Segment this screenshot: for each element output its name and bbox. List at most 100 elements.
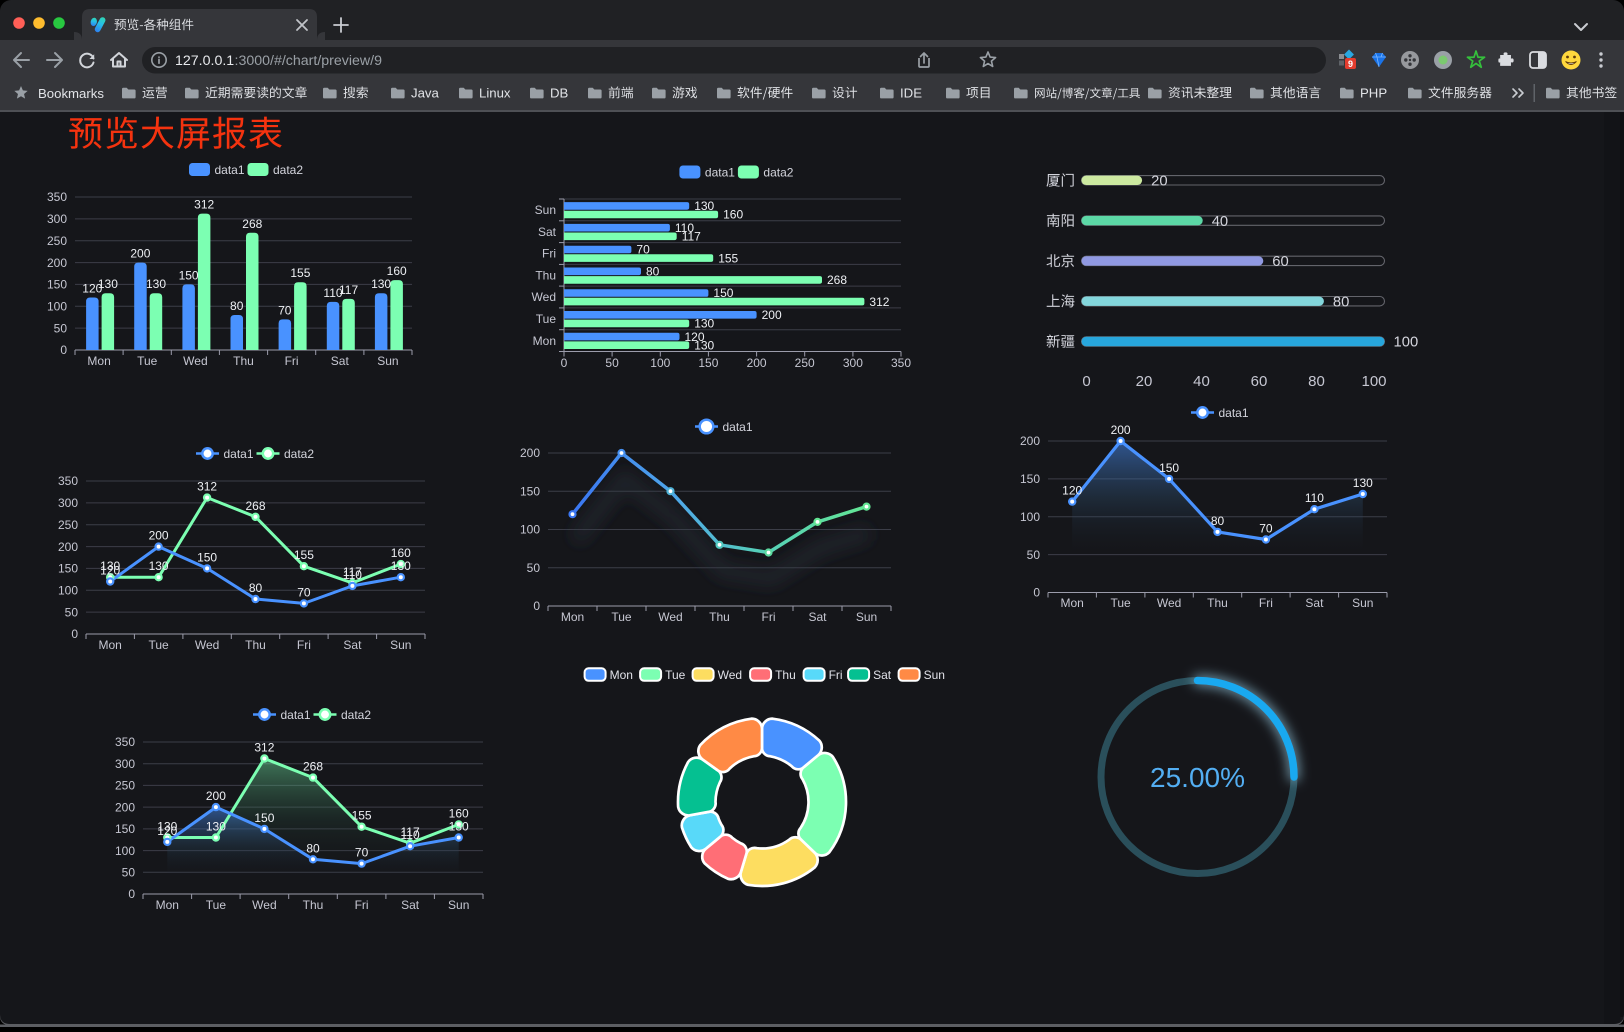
svg-text:Fri: Fri [297, 638, 311, 652]
svg-text:200: 200 [58, 540, 78, 554]
svg-text:200: 200 [47, 256, 67, 270]
svg-text:160: 160 [449, 807, 469, 821]
svg-text:Fri: Fri [1259, 596, 1273, 610]
svg-text:312: 312 [869, 295, 889, 309]
svg-text:Tue: Tue [148, 638, 169, 652]
svg-text:100: 100 [1394, 335, 1419, 351]
svg-text:117: 117 [401, 825, 420, 839]
svg-text:150: 150 [698, 356, 718, 370]
svg-text:268: 268 [827, 273, 847, 287]
svg-text:Fri: Fri [762, 610, 776, 624]
svg-text:9: 9 [1348, 59, 1353, 69]
svg-text:200: 200 [520, 446, 540, 460]
svg-text:Tue: Tue [536, 312, 557, 326]
svg-text:350: 350 [115, 735, 135, 749]
svg-text:200: 200 [206, 789, 226, 803]
svg-text:data2: data2 [273, 163, 303, 177]
svg-text:Fri: Fri [542, 247, 556, 261]
svg-text:110: 110 [323, 286, 342, 300]
svg-text:127.0.0.1: 127.0.0.1 [175, 53, 234, 69]
svg-text:25.00%: 25.00% [1150, 762, 1245, 793]
svg-text:data2: data2 [284, 447, 314, 461]
svg-text:312: 312 [197, 480, 217, 494]
svg-text:130: 130 [371, 277, 391, 291]
svg-text:150: 150 [197, 550, 217, 564]
svg-text:70: 70 [278, 303, 292, 317]
svg-text:data1: data1 [1219, 406, 1249, 420]
svg-text:100: 100 [1361, 373, 1386, 390]
svg-text:Mon: Mon [610, 668, 633, 682]
svg-text:80: 80 [1333, 294, 1349, 310]
svg-text:Sat: Sat [538, 225, 557, 239]
svg-text:100: 100 [650, 356, 670, 370]
svg-text:Tue: Tue [665, 668, 686, 682]
svg-text:Thu: Thu [535, 269, 556, 283]
svg-text:Mon: Mon [156, 898, 179, 912]
svg-text:150: 150 [254, 811, 274, 825]
svg-text:155: 155 [718, 251, 738, 265]
svg-text:Bookmarks: Bookmarks [38, 86, 104, 101]
svg-text:PHP: PHP [1360, 86, 1387, 101]
svg-text:200: 200 [149, 529, 169, 543]
svg-text:Sat: Sat [401, 898, 420, 912]
svg-text:20: 20 [1136, 373, 1153, 390]
svg-text:Thu: Thu [233, 354, 254, 368]
svg-text:Sun: Sun [535, 203, 556, 217]
svg-text:data2: data2 [341, 708, 371, 722]
svg-text:300: 300 [115, 757, 135, 771]
svg-text:300: 300 [58, 496, 78, 510]
svg-text:120: 120 [1062, 484, 1082, 498]
svg-text:155: 155 [290, 266, 310, 280]
svg-text:150: 150 [520, 484, 540, 498]
svg-text:70: 70 [297, 585, 311, 599]
svg-text:150: 150 [179, 268, 199, 282]
svg-text:120: 120 [157, 824, 177, 838]
svg-text:160: 160 [723, 208, 743, 222]
svg-text:50: 50 [1027, 548, 1041, 562]
svg-text:Sat: Sat [343, 638, 362, 652]
svg-text:Wed: Wed [1157, 596, 1181, 610]
svg-text:155: 155 [352, 809, 372, 823]
svg-text:Wed: Wed [532, 290, 556, 304]
svg-text:130: 130 [146, 277, 166, 291]
svg-text:200: 200 [1111, 423, 1131, 437]
svg-text:Fri: Fri [285, 354, 299, 368]
svg-text:data2: data2 [763, 165, 793, 179]
svg-text:40: 40 [1193, 373, 1210, 390]
svg-text::3000/#/chart/preview/9: :3000/#/chart/preview/9 [235, 53, 383, 69]
svg-text:Tue: Tue [137, 354, 158, 368]
svg-text:300: 300 [47, 212, 67, 226]
svg-text:Sat: Sat [331, 354, 350, 368]
svg-text:200: 200 [762, 308, 782, 322]
svg-text:20: 20 [1151, 174, 1167, 190]
svg-text:Sun: Sun [924, 668, 945, 682]
svg-text:150: 150 [1020, 472, 1040, 486]
svg-text:Mon: Mon [87, 354, 110, 368]
svg-text:100: 100 [1020, 510, 1040, 524]
svg-text:200: 200 [130, 247, 150, 261]
svg-text:50: 50 [122, 866, 136, 880]
svg-text:Wed: Wed [718, 668, 742, 682]
svg-text:130: 130 [100, 559, 120, 573]
svg-text:Sun: Sun [377, 354, 398, 368]
svg-text:100: 100 [115, 844, 135, 858]
svg-text:312: 312 [254, 741, 274, 755]
svg-text:130: 130 [694, 317, 714, 331]
svg-text:Tue: Tue [611, 610, 632, 624]
svg-text:Thu: Thu [245, 638, 266, 652]
svg-text:250: 250 [47, 234, 67, 248]
svg-text:0: 0 [1082, 373, 1090, 390]
svg-text:80: 80 [1308, 373, 1325, 390]
svg-text:Tue: Tue [206, 898, 227, 912]
svg-text:Fri: Fri [355, 898, 369, 912]
svg-text:DB: DB [550, 86, 569, 101]
svg-text:130: 130 [157, 820, 177, 834]
svg-text:160: 160 [391, 546, 411, 560]
svg-text:Mon: Mon [561, 610, 584, 624]
svg-text:350: 350 [891, 356, 911, 370]
svg-text:Wed: Wed [252, 898, 276, 912]
svg-text:50: 50 [527, 561, 541, 575]
svg-text:250: 250 [58, 518, 78, 532]
svg-text:117: 117 [343, 565, 362, 579]
svg-text:Thu: Thu [1207, 596, 1228, 610]
